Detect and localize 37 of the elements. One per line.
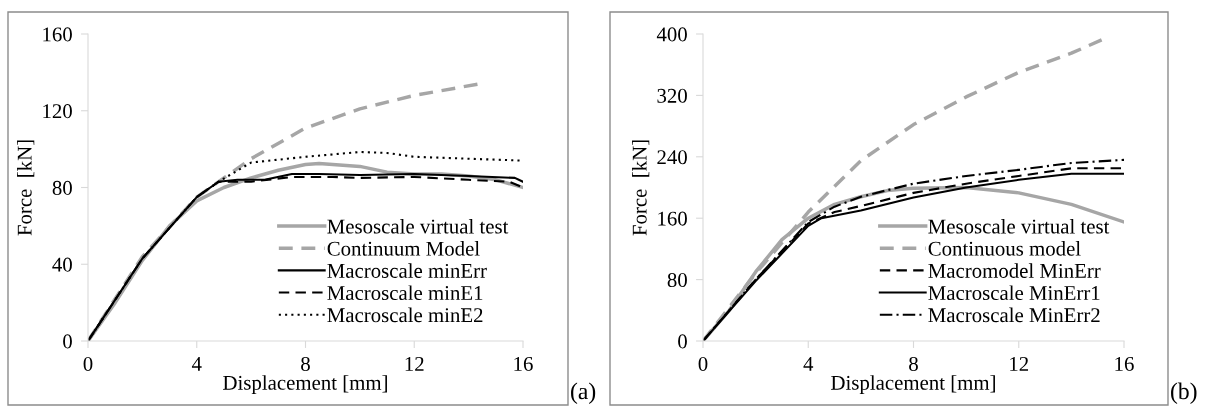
legend-label: Mesoscale virtual test bbox=[928, 218, 1110, 234]
legend-label: Macroscale minE1 bbox=[327, 285, 483, 301]
y-tick-label: 320 bbox=[657, 88, 687, 103]
x-tick-label: 0 bbox=[83, 356, 93, 371]
y-tick-label: 80 bbox=[667, 272, 687, 288]
x-tick-label: 16 bbox=[1115, 356, 1134, 371]
y-tick-label: 400 bbox=[656, 27, 687, 42]
x-axis-title: Displacement [mm] bbox=[223, 375, 387, 395]
legend-label: Macroscale minErr bbox=[327, 263, 487, 278]
legend-label: Macroscale MinErr1 bbox=[928, 285, 1100, 301]
x-axis-title: Displacement [mm] bbox=[831, 375, 995, 395]
y-tick-label: 0 bbox=[63, 334, 72, 349]
x-tick-label: 4 bbox=[191, 357, 202, 371]
y-tick-label: 80 bbox=[52, 180, 72, 195]
x-tick-label: 12 bbox=[405, 356, 424, 371]
legend-label: Macromodel MinErr bbox=[928, 263, 1101, 278]
x-tick-label: 4 bbox=[803, 357, 814, 371]
legend-label: Continuous model bbox=[928, 241, 1081, 256]
text: (a) bbox=[571, 382, 596, 404]
legend-label: Macroscale minE2 bbox=[327, 307, 483, 323]
y-tick-label: 120 bbox=[43, 104, 72, 119]
x-tick-label: 16 bbox=[514, 356, 533, 371]
y-tick-label: 160 bbox=[43, 27, 72, 42]
x-tick-label: 8 bbox=[301, 356, 310, 371]
x-tick-label: 0 bbox=[698, 356, 708, 371]
x-tick-label: 8 bbox=[909, 356, 918, 371]
legend-label: Macroscale MinErr2 bbox=[928, 307, 1100, 323]
y-tick-label: 0 bbox=[678, 334, 687, 349]
y-axis-title: Force [kN] bbox=[632, 140, 650, 236]
y-tick-label: 160 bbox=[658, 211, 687, 226]
y-tick-label: 240 bbox=[657, 150, 687, 165]
y-tick-label: 40 bbox=[52, 257, 72, 272]
x-tick-label: 12 bbox=[1010, 356, 1029, 371]
y-axis-title: Force [kN] bbox=[17, 140, 35, 236]
legend-label: Mesoscale virtual test bbox=[327, 218, 509, 234]
text: (b) bbox=[1171, 382, 1197, 404]
legend-label: Continuum Model bbox=[327, 241, 480, 256]
